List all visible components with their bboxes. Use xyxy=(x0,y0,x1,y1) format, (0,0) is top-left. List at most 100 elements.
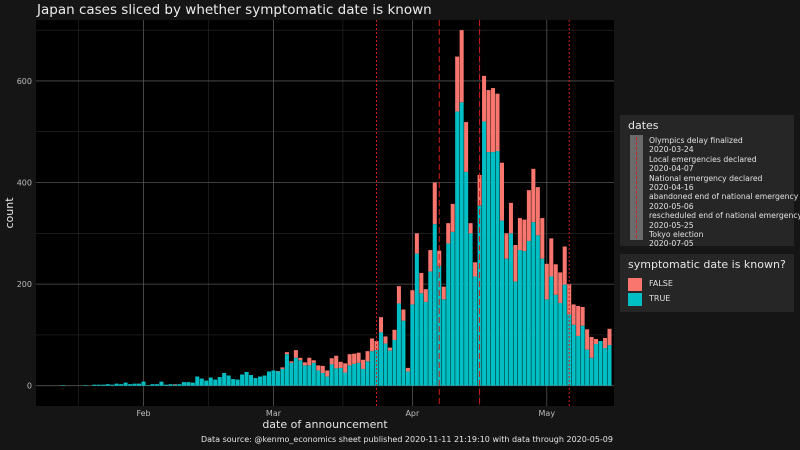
bar-true xyxy=(464,171,469,386)
bar-true xyxy=(119,384,124,386)
bar-true xyxy=(231,379,236,386)
bar-false xyxy=(540,218,545,259)
bar-true xyxy=(423,301,428,386)
bar-false xyxy=(441,286,446,300)
bar-false xyxy=(571,304,576,325)
bar-false xyxy=(486,90,491,153)
bar-true xyxy=(437,265,442,386)
bar-false xyxy=(329,358,334,365)
bar-true xyxy=(302,365,307,386)
bar-true xyxy=(213,379,218,386)
event-lines xyxy=(376,20,570,406)
bar-false xyxy=(603,337,608,349)
bar-true xyxy=(154,384,159,386)
bar-true xyxy=(495,151,500,386)
bar-false xyxy=(325,370,330,377)
y-tick-label: 400 xyxy=(17,179,32,188)
bar-true xyxy=(320,372,325,386)
bar-true xyxy=(513,281,518,386)
dates-legend-line: 2020-07-05 xyxy=(649,239,694,249)
bar-true xyxy=(293,357,298,386)
bar-true xyxy=(222,372,227,386)
bar-false xyxy=(607,328,612,346)
bar-true xyxy=(414,253,419,386)
bar-true xyxy=(338,367,343,386)
bar-true xyxy=(284,354,289,386)
bar-true xyxy=(190,382,195,386)
bar-true xyxy=(549,276,554,386)
bar-false xyxy=(316,365,321,371)
dates-legend-line: National emergency declared xyxy=(649,173,763,183)
bar-true xyxy=(455,111,460,386)
bar-true xyxy=(114,383,119,386)
dates-legend-line: Local emergencies declared xyxy=(649,154,757,164)
bar-true xyxy=(589,357,594,386)
symptomatic-legend: symptomatic date is known? FALSE TRUE xyxy=(620,254,794,312)
bar-true xyxy=(199,378,204,386)
bar-true xyxy=(446,243,451,386)
bar-true xyxy=(580,325,585,386)
bar-true xyxy=(603,348,608,386)
bar-true xyxy=(473,276,478,386)
bar-false xyxy=(535,187,540,236)
bar-true xyxy=(504,258,509,386)
bar-false xyxy=(576,305,581,336)
bar-false xyxy=(361,359,366,369)
bar-true xyxy=(240,374,245,386)
bar-true xyxy=(544,299,549,386)
bar-false xyxy=(392,329,397,340)
plot-panel xyxy=(36,20,614,406)
bars xyxy=(60,30,612,386)
bar-false xyxy=(280,367,285,369)
bar-true xyxy=(607,345,612,386)
bar-true xyxy=(275,371,280,386)
bar-false xyxy=(338,361,343,368)
bar-true xyxy=(508,233,513,386)
bar-true xyxy=(163,384,168,386)
bar-true xyxy=(370,351,375,386)
bar-false xyxy=(491,88,496,153)
bar-true xyxy=(92,384,97,386)
bar-true xyxy=(405,371,410,386)
bar-false xyxy=(589,336,594,358)
legend-label-true: TRUE xyxy=(649,294,671,303)
bar-true xyxy=(526,240,531,386)
bar-false xyxy=(356,352,361,363)
bar-false xyxy=(508,202,513,234)
bar-true xyxy=(562,284,567,386)
bar-false xyxy=(298,357,303,361)
bar-true xyxy=(482,121,487,386)
bar-true xyxy=(96,384,101,386)
bar-true xyxy=(217,377,222,386)
bar-true xyxy=(499,220,505,386)
dates-legend-line: Tokyo election xyxy=(649,230,704,240)
major-gridlines xyxy=(36,20,614,406)
bar-true xyxy=(298,360,303,386)
bar-true xyxy=(387,350,392,386)
data-source-caption: Data source: @kenmo_economics sheet publ… xyxy=(200,435,613,444)
bar-false xyxy=(499,162,505,221)
bar-true xyxy=(105,384,110,386)
bar-true xyxy=(571,324,576,386)
bar-false xyxy=(553,264,558,295)
bar-false xyxy=(419,272,424,294)
bar-false xyxy=(468,223,473,234)
bar-true xyxy=(172,384,177,386)
bar-true xyxy=(374,350,379,386)
bar-true xyxy=(540,258,545,386)
bar-true xyxy=(531,222,536,386)
bar-true xyxy=(441,299,446,386)
bar-false xyxy=(387,347,392,351)
bar-true xyxy=(334,368,339,386)
bar-true xyxy=(262,375,267,386)
bar-false xyxy=(464,122,469,172)
bar-true xyxy=(558,302,563,386)
dates-legend-lines: Olympics delay finalized 2020-03-24 Loca… xyxy=(649,136,800,249)
bar-false xyxy=(504,233,509,259)
bar-true xyxy=(289,362,294,386)
bar-false xyxy=(558,272,563,303)
bar-false xyxy=(396,286,401,304)
bar-false xyxy=(343,363,348,373)
dates-legend-line: 2020-05-06 xyxy=(649,201,694,211)
bar-true xyxy=(181,382,186,386)
